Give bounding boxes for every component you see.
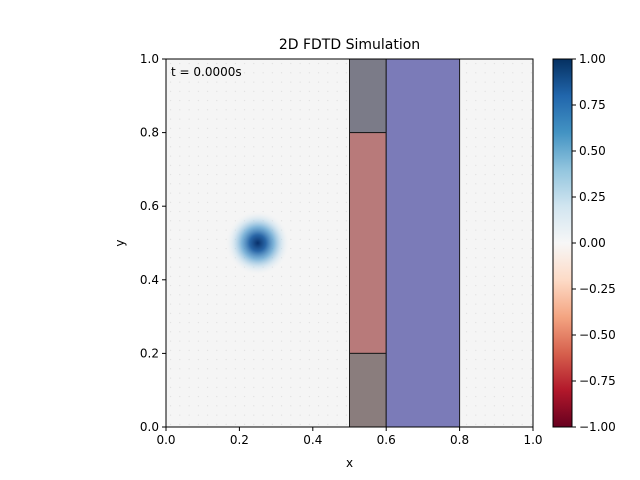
colorbar-tick-label: −0.25 — [579, 282, 616, 296]
y-axis-ticks: 0.0 0.2 0.4 0.6 0.8 1.0 — [140, 52, 166, 434]
y-tick-label: 0.8 — [140, 126, 159, 140]
colorbar-tick-label: −1.00 — [579, 420, 616, 434]
material-regions — [349, 58, 461, 428]
y-tick-label: 0.4 — [140, 273, 159, 287]
colorbar-tick-label: −0.50 — [579, 328, 616, 342]
plot-area — [165, 58, 534, 428]
material-region-2 — [349, 352, 387, 428]
colorbar-tick-label: −0.75 — [579, 374, 616, 388]
y-tick-label: 0.6 — [140, 199, 159, 213]
material-region-3 — [385, 58, 461, 428]
x-tick-label: 0.6 — [377, 433, 396, 447]
colorbar-strip — [552, 58, 573, 428]
y-tick-label: 0.2 — [140, 346, 159, 360]
chart-title: 2D FDTD Simulation — [279, 37, 420, 53]
gaussian-source — [225, 210, 291, 276]
colorbar: 1.00 0.75 0.50 0.25 0.00 −0.25 −0.50 −0.75 −1.00 — [552, 52, 616, 434]
x-tick-label: 0.2 — [230, 433, 249, 447]
colorbar-tick-label: 1.00 — [579, 52, 606, 66]
field-layer — [225, 210, 291, 276]
material-region-1 — [349, 132, 387, 354]
x-tick-label: 0.8 — [450, 433, 469, 447]
x-axis-ticks: 0.0 0.2 0.4 0.6 0.8 1.0 — [156, 427, 543, 447]
time-annotation: t = 0.0000s — [171, 65, 242, 79]
colorbar-tick-label: 0.50 — [579, 144, 606, 158]
y-tick-label: 0.0 — [140, 420, 159, 434]
colorbar-tick-label: 0.75 — [579, 98, 606, 112]
x-tick-label: 0.4 — [303, 433, 322, 447]
x-tick-label: 0.0 — [156, 433, 175, 447]
x-axis-label: x — [346, 456, 353, 470]
colorbar-tick-label: 0.25 — [579, 190, 606, 204]
colorbar-ticks: 1.00 0.75 0.50 0.25 0.00 −0.25 −0.50 −0.75 −1.00 — [572, 52, 616, 434]
x-tick-label: 1.0 — [523, 433, 542, 447]
colorbar-tick-label: 0.00 — [579, 236, 606, 250]
y-tick-label: 1.0 — [140, 52, 159, 66]
y-axis-label: y — [113, 239, 127, 246]
plot-frame — [165, 58, 534, 428]
material-region-0 — [349, 58, 387, 134]
